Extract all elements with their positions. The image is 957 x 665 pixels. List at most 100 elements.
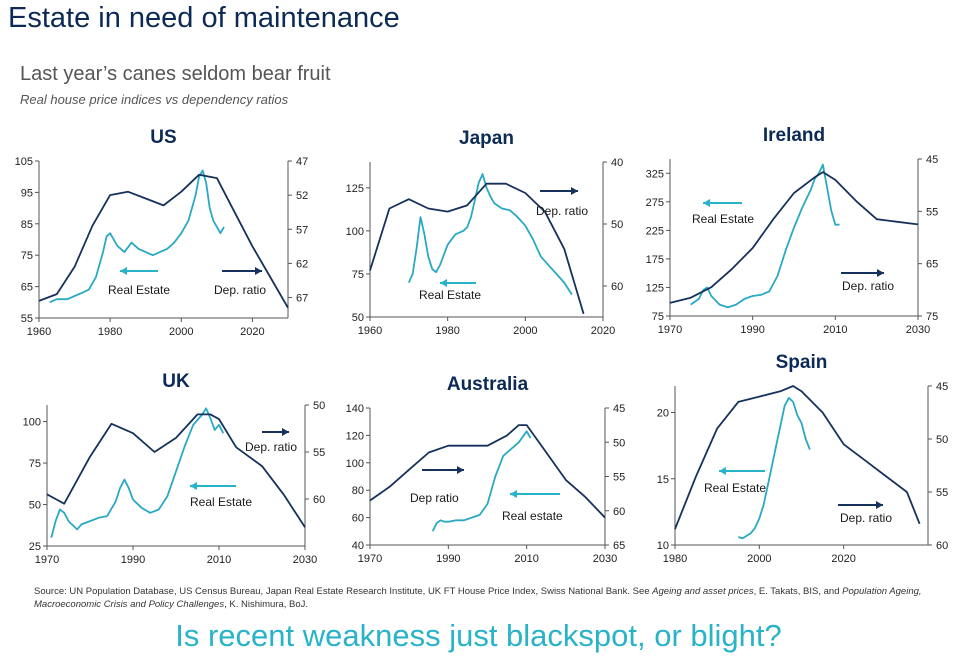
chart-title: Japan <box>459 128 514 149</box>
arrow-head <box>440 279 447 287</box>
y-tick-label-left: 75 <box>352 269 364 281</box>
annotation-label: Dep. ratio <box>842 279 894 293</box>
chart-title: US <box>150 127 176 148</box>
x-tick-label: 1970 <box>658 324 682 336</box>
y-tick-label-left: 75 <box>652 311 664 323</box>
y-tick-label-left: 50 <box>29 500 41 512</box>
y-tick-label-right: 50 <box>613 437 625 449</box>
arrow-head <box>255 267 262 275</box>
x-tick-label: 2030 <box>293 554 317 566</box>
y-tick-label-left: 75 <box>21 250 33 262</box>
x-tick-label: 1980 <box>435 325 459 337</box>
x-tick-label: 2020 <box>831 553 855 565</box>
annotation-label: Dep. ratio <box>245 440 297 454</box>
x-tick-label: 1960 <box>358 325 382 337</box>
arrow-head <box>510 490 517 498</box>
y-tick-label-left: 125 <box>346 183 364 195</box>
source-note: Source: UN Population Database, US Censu… <box>34 586 922 610</box>
x-tick-label: 2030 <box>906 324 930 336</box>
real-estate-line <box>738 396 811 540</box>
y-tick-label-right: 55 <box>936 487 948 499</box>
chart-description: Real house price indices vs dependency r… <box>20 92 289 107</box>
y-tick-label-right: 60 <box>611 281 623 293</box>
y-tick-label-left: 60 <box>352 513 364 525</box>
chart-panel-spain: Spain 1980 2000 2020 10 15 20 45 50 55 60 Real Esta… <box>657 352 949 565</box>
x-tick-label: 2000 <box>747 553 771 565</box>
y-tick-label-left: 105 <box>15 156 33 168</box>
arrow-head <box>190 482 197 490</box>
y-tick-label-left: 15 <box>657 474 669 486</box>
x-tick-label: 1990 <box>121 554 145 566</box>
page-title: Estate in need of maintenance <box>8 2 400 34</box>
real-estate-line <box>50 407 225 538</box>
y-tick-label-left: 100 <box>346 458 364 470</box>
annotation-label: Real Estate <box>108 283 170 297</box>
y-tick-label-right: 55 <box>613 472 625 484</box>
chart-title: Australia <box>447 374 529 395</box>
chart-panel-australia: Australia 1970 1990 2010 2030 40 60 80 100 120 140… <box>346 374 626 565</box>
dep-ratio-line <box>669 171 919 304</box>
y-tick-label-left: 225 <box>646 225 664 237</box>
y-tick-label-right: 60 <box>936 540 948 552</box>
arrow-head <box>719 467 726 475</box>
arrow-head <box>120 267 127 275</box>
y-tick-label-left: 20 <box>657 408 669 420</box>
arrow-head <box>282 428 289 436</box>
x-tick-label: 1960 <box>27 326 51 338</box>
y-tick-label-left: 275 <box>646 197 664 209</box>
real-estate-line <box>49 169 225 304</box>
y-tick-label-left: 80 <box>352 485 364 497</box>
y-tick-label-right: 75 <box>926 311 938 323</box>
chart-title: UK <box>162 371 190 392</box>
y-tick-label-right: 55 <box>926 206 938 218</box>
y-tick-label-left: 120 <box>346 430 364 442</box>
y-tick-label-right: 50 <box>611 219 623 231</box>
y-tick-label-right: 60 <box>613 506 625 518</box>
y-tick-label-left: 75 <box>29 458 41 470</box>
x-tick-label: 2000 <box>169 326 193 338</box>
annotation-label: Dep ratio <box>410 491 459 505</box>
chart-title: Ireland <box>763 125 825 146</box>
y-tick-label-left: 95 <box>21 187 33 199</box>
x-tick-label: 2010 <box>514 553 538 565</box>
annotation-label: Real Estate <box>692 212 754 226</box>
y-tick-label-left: 100 <box>346 226 364 238</box>
footer-question: Is recent weakness just blackspot, or bl… <box>175 618 782 653</box>
y-tick-label-left: 175 <box>646 254 664 266</box>
x-tick-label: 2010 <box>207 554 231 566</box>
x-tick-label: 1970 <box>35 554 59 566</box>
annotation-label: Real estate <box>502 509 563 523</box>
x-tick-label: 1980 <box>663 553 687 565</box>
annotation-label: Dep. ratio <box>536 204 588 218</box>
x-tick-label: 1980 <box>98 326 122 338</box>
arrow-head <box>877 269 884 277</box>
chart-panel-us: US 1960 1980 2000 2020 55 65 75 85 95 105 47 52 57 62 6… <box>15 127 309 338</box>
y-tick-label-left: 65 <box>21 282 33 294</box>
y-tick-label-right: 62 <box>296 258 308 270</box>
real-estate-line <box>407 173 573 296</box>
y-tick-label-right: 40 <box>611 157 623 169</box>
y-tick-label-left: 140 <box>346 403 364 415</box>
dep-ratio-line <box>369 182 585 315</box>
x-tick-label: 2000 <box>513 325 537 337</box>
annotation-label: Real Estate <box>419 288 481 302</box>
x-tick-label: 2030 <box>593 553 617 565</box>
y-tick-label-right: 45 <box>936 381 948 393</box>
dep-ratio-line <box>46 413 306 528</box>
x-tick-label: 2010 <box>823 324 847 336</box>
y-tick-label-left: 85 <box>21 219 33 231</box>
annotation-label: Real Estate <box>704 481 766 495</box>
real-estate-line <box>431 430 532 532</box>
y-tick-label-right: 67 <box>296 293 308 305</box>
y-tick-label-right: 57 <box>296 224 308 236</box>
y-tick-label-right: 60 <box>313 494 325 506</box>
y-tick-label-right: 45 <box>926 154 938 166</box>
y-tick-label-left: 25 <box>29 541 41 553</box>
chart-panel-japan: Japan 1960 1980 2000 2020 50 75 100 125 40 50 60 Rea… <box>346 128 624 337</box>
y-tick-label-right: 65 <box>613 540 625 552</box>
y-tick-label-right: 65 <box>926 259 938 271</box>
dep-ratio-line <box>38 173 289 309</box>
y-tick-label-right: 52 <box>296 190 308 202</box>
